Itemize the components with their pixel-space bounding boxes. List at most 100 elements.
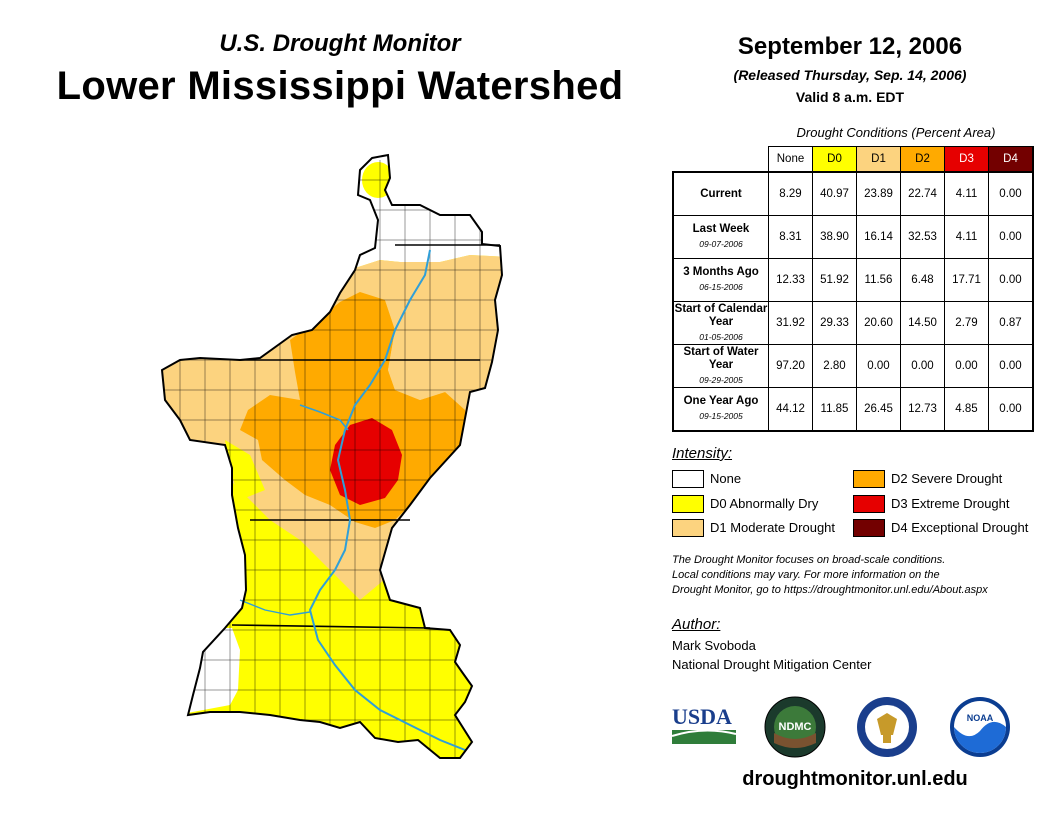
legend-swatch xyxy=(853,495,885,513)
mississippi-river xyxy=(308,249,466,751)
cell-d0: 29.33 xyxy=(812,301,857,345)
arkansas-river xyxy=(299,404,349,431)
drought-map xyxy=(161,154,503,759)
row-date: 01-05-2006 xyxy=(699,331,743,342)
valid-time: Valid 8 a.m. EDT xyxy=(795,89,905,105)
d3-area xyxy=(330,418,402,505)
cell-d3: 4.85 xyxy=(944,387,989,432)
table-corner xyxy=(673,147,769,173)
map-title: Lower Mississippi Watershed xyxy=(56,64,624,108)
column-header-d1: D1 xyxy=(856,146,901,173)
author-name: Mark Svoboda xyxy=(672,638,756,653)
cell-d2: 12.73 xyxy=(900,387,945,432)
table-caption: Drought Conditions (Percent Area) xyxy=(796,125,996,140)
note-line-2: Local conditions may vary. For more info… xyxy=(672,569,940,581)
row-label: Start of Calendar Year 01-05-2006 xyxy=(672,301,769,345)
legend-label: D3 Extreme Drought xyxy=(891,496,1010,511)
cell-d0: 2.80 xyxy=(812,344,857,388)
author-organization: National Drought Mitigation Center xyxy=(672,657,872,672)
cell-d2: 14.50 xyxy=(900,301,945,345)
table-row: Last Week 09-07-2006 8.31 38.90 16.14 32.53 4.… xyxy=(672,215,1034,259)
cell-d0: 40.97 xyxy=(812,171,857,216)
usda-logo: USDA xyxy=(671,704,737,744)
legend-label: None xyxy=(710,471,742,486)
column-header-d3: D3 xyxy=(944,146,989,173)
drought-conditions-table: None D0 D1 D2 D3 D4 Current 8.29 40.97 23.89 22.74… xyxy=(672,146,1034,432)
disclaimer-note: The Drought Monitor focuses on broad-sca… xyxy=(672,553,1042,598)
legend-swatch xyxy=(672,470,704,488)
cell-d2: 22.74 xyxy=(900,171,945,216)
cell-d1: 26.45 xyxy=(856,387,901,432)
row-date: 09-07-2006 xyxy=(699,239,743,249)
legend-label: D0 Abnormally Dry xyxy=(710,496,819,511)
row-date: 09-29-2005 xyxy=(699,374,743,385)
row-label-text: Start of Water Year xyxy=(683,345,759,371)
column-header-d0: D0 xyxy=(812,146,857,173)
cell-d2: 32.53 xyxy=(900,215,945,259)
row-date: 06-15-2006 xyxy=(699,282,743,292)
cell-d3: 4.11 xyxy=(944,171,989,216)
cell-none: 8.31 xyxy=(768,215,813,259)
row-label: 3 Months Ago 06-15-2006 xyxy=(672,258,769,302)
cell-none: 31.92 xyxy=(768,301,813,345)
row-label-text: Current xyxy=(700,187,742,200)
noaa-logo: NOAA xyxy=(950,697,1010,757)
cell-d3: 0.00 xyxy=(944,344,989,388)
ndmc-logo-text: NDMC xyxy=(779,721,812,733)
row-label-text: 3 Months Ago xyxy=(683,266,759,278)
cell-d1: 11.56 xyxy=(856,258,901,302)
map-subtitle: U.S. Drought Monitor xyxy=(219,30,461,57)
ndmc-logo: NDMC xyxy=(764,696,826,758)
table-row: Current 8.29 40.97 23.89 22.74 4.11 0.00 xyxy=(672,171,1034,216)
row-label: Current xyxy=(672,171,769,216)
cell-d0: 11.85 xyxy=(812,387,857,432)
release-date: (Released Thursday, Sep. 14, 2006) xyxy=(733,67,967,83)
column-header-none: None xyxy=(768,146,813,173)
legend-swatch xyxy=(853,519,885,537)
cell-d1: 20.60 xyxy=(856,301,901,345)
cell-d4: 0.00 xyxy=(988,258,1034,302)
cell-none: 12.33 xyxy=(768,258,813,302)
row-label-text: Start of Calendar Year xyxy=(674,302,768,328)
row-label: Start of Water Year 09-29-2005 xyxy=(672,344,769,388)
cell-d4: 0.00 xyxy=(988,171,1034,216)
row-label: Last Week 09-07-2006 xyxy=(672,215,769,259)
cell-d4: 0.00 xyxy=(988,215,1034,259)
cell-d2: 6.48 xyxy=(900,258,945,302)
map-date: September 12, 2006 xyxy=(737,33,963,60)
state-boundaries xyxy=(231,244,500,629)
legend-swatch xyxy=(672,519,704,537)
table-row: Start of Calendar Year 01-05-2006 31.92 29.… xyxy=(672,301,1034,345)
noaa-logo-text: NOAA xyxy=(967,713,994,723)
legend-label: D1 Moderate Drought xyxy=(710,520,836,535)
cell-d1: 0.00 xyxy=(856,344,901,388)
row-label-text: One Year Ago xyxy=(683,395,759,407)
legend-swatch xyxy=(853,470,885,488)
table-row: 3 Months Ago 06-15-2006 12.33 51.92 11.56 6.4… xyxy=(672,258,1034,302)
table-row: Start of Water Year 09-29-2005 97.20 2.80 0.… xyxy=(672,344,1034,388)
table-row: One Year Ago 09-15-2005 44.12 11.85 26.45 12.… xyxy=(672,387,1034,432)
column-header-d2: D2 xyxy=(900,146,945,173)
red-river xyxy=(239,599,311,616)
note-line-3: Drought Monitor, go to https://droughtmo… xyxy=(672,584,988,596)
legend-title: Intensity: xyxy=(672,445,733,462)
cell-d3: 17.71 xyxy=(944,258,989,302)
legend-label: D4 Exceptional Drought xyxy=(891,520,1029,535)
author-heading: Author: xyxy=(672,616,721,633)
website-url[interactable]: droughtmonitor.unl.edu xyxy=(742,768,968,790)
cell-d4: 0.00 xyxy=(988,387,1034,432)
cell-d2: 0.00 xyxy=(900,344,945,388)
cell-d4: 0.00 xyxy=(988,344,1034,388)
cell-d0: 51.92 xyxy=(812,258,857,302)
cell-none: 8.29 xyxy=(768,171,813,216)
usda-logo-text: USDA xyxy=(672,704,732,729)
legend-swatch xyxy=(672,495,704,513)
cell-d1: 16.14 xyxy=(856,215,901,259)
cell-d3: 4.11 xyxy=(944,215,989,259)
legend-label: D2 Severe Drought xyxy=(891,471,1003,486)
note-line-1: The Drought Monitor focuses on broad-sca… xyxy=(672,554,946,566)
column-header-d4: D4 xyxy=(988,146,1034,173)
row-label: One Year Ago 09-15-2005 xyxy=(672,387,769,432)
cell-d1: 23.89 xyxy=(856,171,901,216)
cell-none: 44.12 xyxy=(768,387,813,432)
